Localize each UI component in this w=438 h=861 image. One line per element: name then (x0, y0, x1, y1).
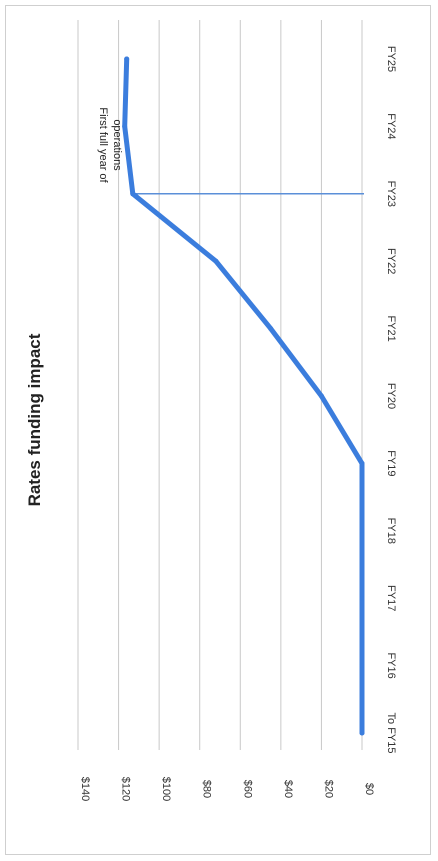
x-tick-label: FY16 (385, 652, 397, 678)
chart-frame (5, 5, 431, 855)
data-point (359, 730, 365, 736)
x-tick-label: FY24 (385, 113, 397, 139)
x-tick-label: FY22 (385, 248, 397, 274)
data-point (130, 191, 136, 197)
annotation-text: First full year of (97, 107, 109, 183)
y-tick-label: $0 (363, 783, 375, 795)
x-tick-label: FY23 (385, 181, 397, 207)
data-point (318, 393, 324, 399)
data-point (268, 326, 274, 332)
data-point (359, 595, 365, 601)
chart-title: Rates funding impact (25, 333, 44, 506)
x-tick-label: To FY15 (385, 713, 397, 754)
data-point (124, 56, 130, 62)
y-tick-label: $40 (282, 780, 294, 798)
y-tick-label: $20 (322, 780, 334, 798)
x-tick-label: FY25 (385, 46, 397, 72)
x-tick-label: FY20 (385, 383, 397, 409)
data-point (213, 258, 219, 264)
data-point (359, 528, 365, 534)
data-point (359, 460, 365, 466)
series-line (122, 56, 365, 736)
x-tick-label: FY19 (385, 450, 397, 476)
y-tick-label: $120 (120, 777, 132, 801)
data-point (122, 123, 128, 129)
y-tick-label: $100 (160, 777, 172, 801)
y-tick-label: $140 (79, 777, 91, 801)
x-tick-label: FY18 (385, 518, 397, 544)
data-point (359, 663, 365, 669)
annotation-text: operations (111, 119, 123, 171)
y-tick-label: $80 (201, 780, 213, 798)
y-tick-label: $60 (241, 780, 253, 798)
x-tick-label: FY17 (385, 585, 397, 611)
x-tick-label: FY21 (385, 315, 397, 341)
